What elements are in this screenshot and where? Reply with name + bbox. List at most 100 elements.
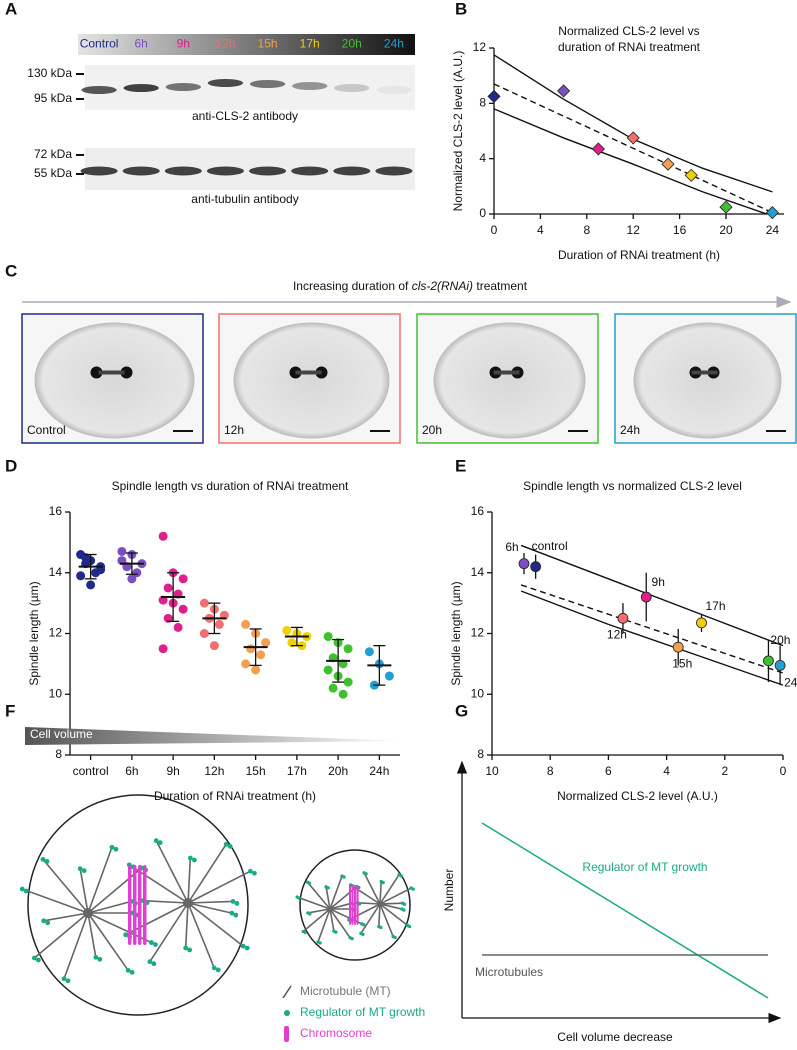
microtubule [302, 908, 331, 933]
band-lower [520, 590, 784, 686]
regulator [307, 881, 312, 885]
chromosome [351, 885, 354, 925]
pole [83, 908, 93, 918]
point [251, 665, 261, 675]
microtubule [379, 903, 409, 927]
point [328, 683, 338, 693]
y-tick-label: 12 [473, 40, 487, 54]
x-tick-label: 17h [287, 764, 307, 778]
point [684, 168, 698, 182]
microscopy-title: Increasing duration of cls-2(RNAi) treat… [293, 279, 528, 293]
point [384, 671, 394, 681]
regulator [402, 902, 407, 906]
microtubule [379, 902, 403, 905]
regulator [45, 920, 51, 926]
regulator [393, 935, 397, 940]
point [591, 142, 605, 156]
regulator [19, 886, 25, 892]
x-tick-label: 9h [166, 764, 179, 778]
microtubule [378, 903, 381, 927]
embryo [233, 322, 390, 439]
point [178, 604, 188, 614]
microtubule [33, 912, 89, 959]
cell [299, 849, 411, 961]
regulator [230, 899, 236, 904]
point [287, 638, 297, 648]
band [206, 166, 244, 176]
x-axis-label: Normalized CLS-2 level (A.U.) [557, 789, 718, 803]
regulator [411, 887, 415, 891]
x-tick-label: 20 [719, 223, 733, 237]
regulator [303, 930, 307, 935]
image-frame [416, 313, 599, 444]
point [557, 84, 571, 98]
marker-label: 72 kDa [34, 147, 72, 161]
point [719, 200, 733, 214]
point [774, 659, 786, 671]
image-frame [218, 313, 401, 444]
regulator [211, 965, 217, 971]
pole [377, 901, 383, 907]
embryo [633, 322, 782, 439]
regulator [308, 912, 312, 916]
lane-label: 24h [384, 37, 404, 51]
y-tick-label: 10 [471, 686, 485, 700]
microtubule [363, 872, 381, 905]
lane-label: Control [80, 37, 119, 51]
point [214, 619, 224, 629]
x-tick-label: control [73, 764, 109, 778]
blot-caption: anti-tubulin antibody [191, 192, 298, 206]
microtubule [187, 870, 251, 904]
microtubule [87, 867, 143, 914]
chromosome [356, 885, 359, 925]
point [626, 131, 640, 145]
panel-label: D [5, 456, 17, 475]
x-tick-label: 16 [673, 223, 687, 237]
microtubule [379, 881, 382, 905]
blot-caption: anti-CLS-2 antibody [192, 109, 298, 123]
cell [27, 794, 249, 1016]
microtubule [43, 912, 89, 922]
regulator [191, 857, 197, 863]
point-label: 12h [607, 627, 627, 641]
chart-title: Spindle length vs duration of RNAi treat… [112, 479, 349, 493]
point [199, 598, 209, 608]
lane-label: 9h [177, 37, 190, 51]
fit [520, 584, 784, 674]
panel-label: C [5, 261, 17, 280]
volume-label: Cell volume [30, 727, 93, 741]
x-tick-label: 24 [766, 223, 780, 237]
point [158, 644, 168, 654]
point [199, 629, 209, 638]
panel-label: G [455, 701, 468, 720]
x-tick-label: 4 [537, 223, 544, 237]
regulator [234, 901, 240, 906]
chromosome [138, 865, 142, 945]
microtubule [329, 902, 352, 910]
regulator [240, 943, 246, 949]
point [163, 583, 173, 593]
microtubule [79, 868, 89, 914]
y-axis-label: Spindle length (µm) [27, 581, 41, 685]
y-axis-label: Spindle length (µm) [449, 581, 463, 685]
microtubule [379, 887, 412, 905]
microtubule [329, 908, 363, 925]
regulator [113, 846, 119, 852]
microtubule [329, 908, 335, 932]
regulator [187, 947, 193, 953]
microtubule [317, 908, 331, 943]
title-part: Increasing duration of [293, 279, 412, 293]
regulator [247, 868, 253, 874]
band [122, 166, 160, 176]
microtubule [87, 912, 129, 971]
lane-header [78, 34, 415, 55]
x-axis-label: Cell volume decrease [557, 1030, 673, 1044]
regulator [251, 870, 257, 876]
point [765, 206, 779, 220]
chart-title: Normalized CLS-2 level vs [558, 24, 699, 38]
regulator [44, 858, 50, 864]
band-lower [493, 108, 767, 215]
image-frame [614, 313, 797, 444]
chromosome [128, 865, 132, 945]
